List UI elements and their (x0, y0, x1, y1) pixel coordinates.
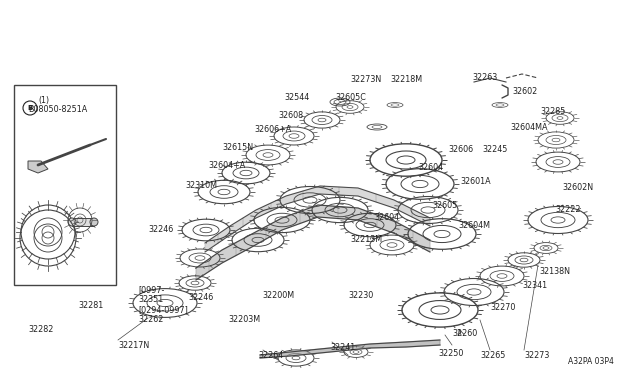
Text: 32273N: 32273N (350, 76, 381, 84)
Text: 32203M: 32203M (228, 315, 260, 324)
Polygon shape (260, 340, 440, 358)
Text: 32241: 32241 (330, 343, 355, 353)
Text: 32246: 32246 (148, 225, 173, 234)
Text: 32260: 32260 (452, 330, 477, 339)
Text: 32263: 32263 (472, 74, 497, 83)
Text: 32604+A: 32604+A (208, 160, 245, 170)
Text: 32604: 32604 (418, 164, 443, 173)
Text: 32351: 32351 (138, 295, 163, 305)
Text: 32602N: 32602N (562, 183, 593, 192)
Text: A32PA 03P4: A32PA 03P4 (568, 357, 614, 366)
Text: 32230: 32230 (348, 291, 373, 299)
Text: 32544: 32544 (284, 93, 309, 102)
Text: 32264: 32264 (258, 350, 284, 359)
Text: 32281: 32281 (78, 301, 103, 310)
Text: 32265: 32265 (480, 352, 506, 360)
Bar (14, 85, 116, 285)
Ellipse shape (90, 218, 98, 226)
Bar (72, 218, 94, 226)
Text: B: B (28, 105, 33, 111)
Text: 32262: 32262 (138, 315, 163, 324)
Text: 32245: 32245 (482, 145, 508, 154)
Text: 32604: 32604 (374, 214, 399, 222)
Text: 32605: 32605 (432, 201, 457, 209)
Text: (1): (1) (38, 96, 49, 105)
Text: 32341: 32341 (522, 280, 547, 289)
Text: 32218M: 32218M (390, 76, 422, 84)
Text: 32605C: 32605C (335, 93, 366, 102)
Text: [0997-: [0997- (138, 285, 164, 295)
Text: 32608: 32608 (278, 110, 303, 119)
Text: 32310M: 32310M (185, 180, 217, 189)
Text: 32250: 32250 (438, 349, 463, 357)
Text: 32606+A: 32606+A (254, 125, 291, 135)
Text: 32217N: 32217N (118, 340, 149, 350)
Text: 32222: 32222 (555, 205, 580, 215)
Text: B08050-8251A: B08050-8251A (28, 106, 87, 115)
Text: 32200M: 32200M (262, 291, 294, 299)
Ellipse shape (68, 218, 76, 226)
Text: 32270: 32270 (490, 304, 515, 312)
Text: 32282: 32282 (28, 326, 53, 334)
Text: 32606: 32606 (448, 145, 473, 154)
Text: 32138N: 32138N (539, 267, 570, 276)
Text: 32273: 32273 (524, 350, 549, 359)
Polygon shape (28, 161, 48, 173)
Text: 32601A: 32601A (460, 177, 491, 186)
Text: 32604M: 32604M (458, 221, 490, 230)
Text: 32602: 32602 (512, 87, 537, 96)
Text: 32285: 32285 (540, 108, 565, 116)
Text: 32604MA: 32604MA (510, 124, 547, 132)
Text: 32615N: 32615N (222, 144, 253, 153)
Polygon shape (196, 205, 430, 280)
Text: 32246: 32246 (188, 294, 213, 302)
Text: 32213M: 32213M (350, 235, 382, 244)
Polygon shape (205, 186, 430, 252)
Text: [0294-0997]: [0294-0997] (138, 305, 188, 314)
